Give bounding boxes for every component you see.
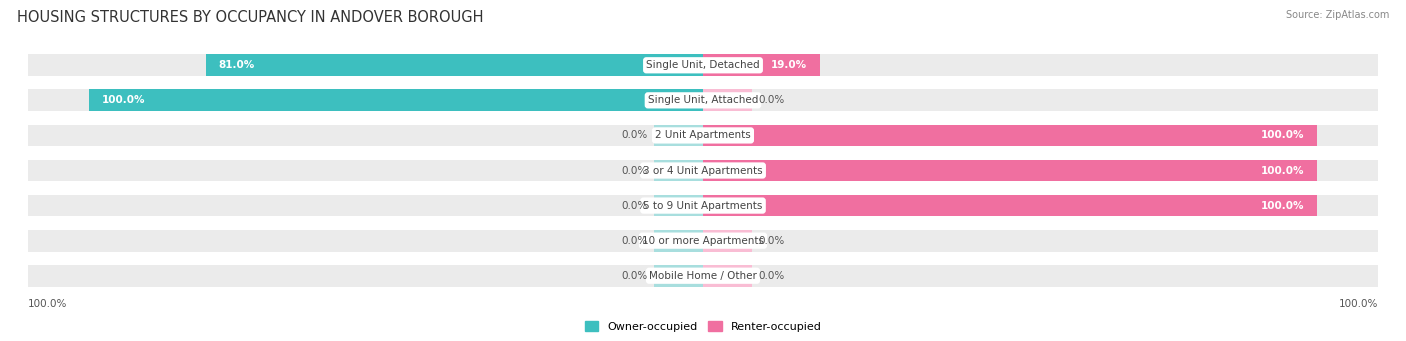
Bar [654,160,703,181]
Text: 0.0%: 0.0% [621,236,648,246]
Text: 19.0%: 19.0% [770,60,807,70]
Text: 0.0%: 0.0% [758,236,785,246]
Bar [28,124,1378,146]
Bar [28,195,1378,217]
Text: 100.0%: 100.0% [28,298,67,309]
Text: 5 to 9 Unit Apartments: 5 to 9 Unit Apartments [644,201,762,211]
Bar [28,160,1378,181]
Text: Source: ZipAtlas.com: Source: ZipAtlas.com [1285,10,1389,20]
Text: HOUSING STRUCTURES BY OCCUPANCY IN ANDOVER BOROUGH: HOUSING STRUCTURES BY OCCUPANCY IN ANDOV… [17,10,484,25]
Bar [28,89,1378,111]
Bar [703,89,752,111]
Text: 3 or 4 Unit Apartments: 3 or 4 Unit Apartments [643,165,763,176]
Text: 0.0%: 0.0% [758,271,785,281]
Bar [28,265,1378,286]
Bar [207,55,703,76]
Bar [654,195,703,217]
Text: 0.0%: 0.0% [621,271,648,281]
Text: 10 or more Apartments: 10 or more Apartments [643,236,763,246]
Bar [703,160,1316,181]
Text: 100.0%: 100.0% [1339,298,1378,309]
Bar [654,230,703,252]
Text: 100.0%: 100.0% [1261,165,1305,176]
Text: 100.0%: 100.0% [1261,201,1305,211]
Text: 100.0%: 100.0% [1261,130,1305,140]
Bar [703,195,1316,217]
Bar [654,265,703,286]
Legend: Owner-occupied, Renter-occupied: Owner-occupied, Renter-occupied [585,322,821,332]
Text: 81.0%: 81.0% [218,60,254,70]
Bar [90,89,703,111]
Text: 0.0%: 0.0% [758,95,785,105]
Bar [703,124,1316,146]
Bar [703,230,752,252]
Bar [703,55,820,76]
Text: Single Unit, Detached: Single Unit, Detached [647,60,759,70]
Text: 0.0%: 0.0% [621,130,648,140]
Text: 0.0%: 0.0% [621,165,648,176]
Text: Single Unit, Attached: Single Unit, Attached [648,95,758,105]
Text: 2 Unit Apartments: 2 Unit Apartments [655,130,751,140]
Text: 100.0%: 100.0% [101,95,145,105]
Text: 0.0%: 0.0% [621,201,648,211]
Bar [654,124,703,146]
Bar [28,230,1378,252]
Bar [28,55,1378,76]
Bar [703,265,752,286]
Text: Mobile Home / Other: Mobile Home / Other [650,271,756,281]
